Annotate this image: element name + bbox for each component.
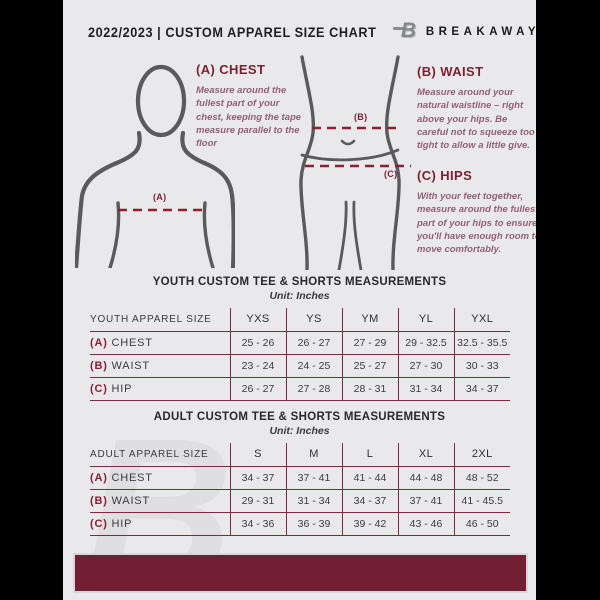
row-label-cell: (A) CHEST [90,336,153,349]
chest-marker-label: (A) [153,192,167,202]
header: 2022/2023 | CUSTOM APPAREL SIZE CHART B … [63,0,536,50]
value-cell: 32.5 - 35.5 [453,331,510,354]
torso-figure: (A) [75,53,235,268]
waist-guide: (B) WAIST Measure around your natural wa… [417,64,536,152]
table-row: (C) HIP 34 - 36 36 - 39 39 - 42 43 - 46 46 - … [90,512,510,535]
table-row: (A) CHEST 34 - 37 37 - 41 41 - 44 44 - 48 48 … [90,466,510,489]
value-cell: 48 - 52 [453,466,510,489]
table-row: (C) HIP 26 - 27 27 - 28 28 - 31 31 - 34 34 - … [90,377,510,400]
value-cell: 34 - 37 [229,466,286,489]
value-cell: 39 - 42 [341,512,398,535]
logo-letter: B [400,19,416,42]
value-cell: 25 - 26 [229,331,286,354]
value-cell: 31 - 34 [397,377,454,400]
size-column-header: M [285,443,342,466]
row-label-prefix: (C) [90,382,108,395]
size-column-header: XL [397,443,454,466]
page-title: 2022/2023 | CUSTOM APPAREL SIZE CHART [88,24,377,40]
value-cell: 23 - 24 [229,354,286,377]
logo-dash-icon [392,27,406,30]
row-label-cell: (C) HIP [90,382,133,395]
value-cell: 46 - 50 [453,512,510,535]
row-label-prefix: (A) [90,471,108,484]
brand-name: BREAKAWAY [425,26,536,38]
size-column-header: YXS [229,308,286,331]
size-column-header: L [341,443,398,466]
row-label-cell: (C) HIP [90,517,133,530]
breakaway-logo-icon: B [392,19,419,45]
waist-marker-label: (B) [354,112,368,122]
value-cell: 34 - 36 [229,512,286,535]
size-column-header: YL [397,308,454,331]
adult-size-table: ADULT APPAREL SIZE S M L XL 2XL (A) CHEST 34 - … [90,443,510,536]
adult-section: ADULT CUSTOM TEE & SHORTS MEASUREMENTS U… [63,411,536,536]
row-label-cell: (A) CHEST [90,471,153,484]
value-cell: 34 - 37 [453,377,510,400]
value-cell: 44 - 48 [397,466,454,489]
table-header-row: YOUTH APPAREL SIZE YXS YS YM YL YXL [90,308,510,331]
value-cell: 41 - 44 [341,466,398,489]
chest-body-text: Measure around the fullest part of your … [196,85,302,150]
value-cell: 27 - 29 [341,331,398,354]
value-cell: 28 - 31 [341,377,398,400]
table-row: (B) WAIST 29 - 31 31 - 34 34 - 37 37 - 41 41 … [90,489,510,512]
chest-heading: (A) CHEST [196,62,266,77]
size-chart-page: B 2022/2023 | CUSTOM APPAREL SIZE CHART … [63,0,536,600]
value-cell: 27 - 30 [397,354,454,377]
hip-marker-label: (C) [384,169,398,179]
row-label-prefix: (B) [90,494,108,507]
value-cell: 27 - 28 [285,377,342,400]
value-cell: 36 - 39 [285,512,342,535]
value-cell: 29 - 32.5 [397,331,454,354]
size-column-header: YS [285,308,342,331]
size-column-header: YM [341,308,398,331]
label-column-header: YOUTH APPAREL SIZE [90,313,212,325]
value-cell: 30 - 33 [453,354,510,377]
value-cell: 26 - 27 [229,377,286,400]
hips-body-text: With your feet together, measure around … [417,191,536,256]
hips-heading: (C) HIPS [417,168,473,183]
table-row: (B) WAIST 23 - 24 24 - 25 25 - 27 27 - 30 30 … [90,354,510,377]
row-label-prefix: (C) [90,517,108,530]
brand-lockup: B BREAKAWAY [392,19,536,45]
row-label-cell: (B) WAIST [90,359,150,372]
size-column-header: 2XL [453,443,510,466]
label-column-header: ADULT APPAREL SIZE [90,448,209,460]
row-label-prefix: (B) [90,359,108,372]
waist-heading: (B) WAIST [417,64,484,79]
table-header-row: ADULT APPAREL SIZE S M L XL 2XL [90,443,510,466]
value-cell: 41 - 45.5 [453,489,510,512]
lower-body-outline-icon [299,55,411,270]
waist-body-text: Measure around your natural waistline – … [417,87,535,152]
adult-table-unit: Unit: Inches [269,425,330,437]
size-column-header: YXL [453,308,510,331]
youth-table-unit: Unit: Inches [269,290,330,302]
table-row: (A) CHEST 25 - 26 26 - 27 27 - 29 29 - 32.5 3… [90,331,510,354]
value-cell: 26 - 27 [285,331,342,354]
value-cell: 25 - 27 [341,354,398,377]
value-cell: 29 - 31 [229,489,286,512]
chest-guide: (A) CHEST Measure around the fullest par… [196,62,308,150]
footer-bar [73,553,528,593]
row-label-cell: (B) WAIST [90,494,150,507]
torso-outline-icon [75,64,235,268]
value-cell: 24 - 25 [285,354,342,377]
adult-table-title: ADULT CUSTOM TEE & SHORTS MEASUREMENTS [153,411,446,423]
youth-size-table: YOUTH APPAREL SIZE YXS YS YM YL YXL (A) CHEST 2… [90,308,510,401]
value-cell: 37 - 41 [397,489,454,512]
youth-table-title: YOUTH CUSTOM TEE & SHORTS MEASUREMENTS [152,276,447,288]
value-cell: 37 - 41 [285,466,342,489]
value-cell: 34 - 37 [341,489,398,512]
hips-guide: (C) HIPS With your feet together, measur… [417,168,536,256]
youth-section: YOUTH CUSTOM TEE & SHORTS MEASUREMENTS U… [63,276,536,401]
value-cell: 43 - 46 [397,512,454,535]
value-cell: 31 - 34 [285,489,342,512]
row-label-prefix: (A) [90,336,108,349]
size-column-header: S [229,443,286,466]
lower-body-figure: (B) (C) [280,55,420,270]
